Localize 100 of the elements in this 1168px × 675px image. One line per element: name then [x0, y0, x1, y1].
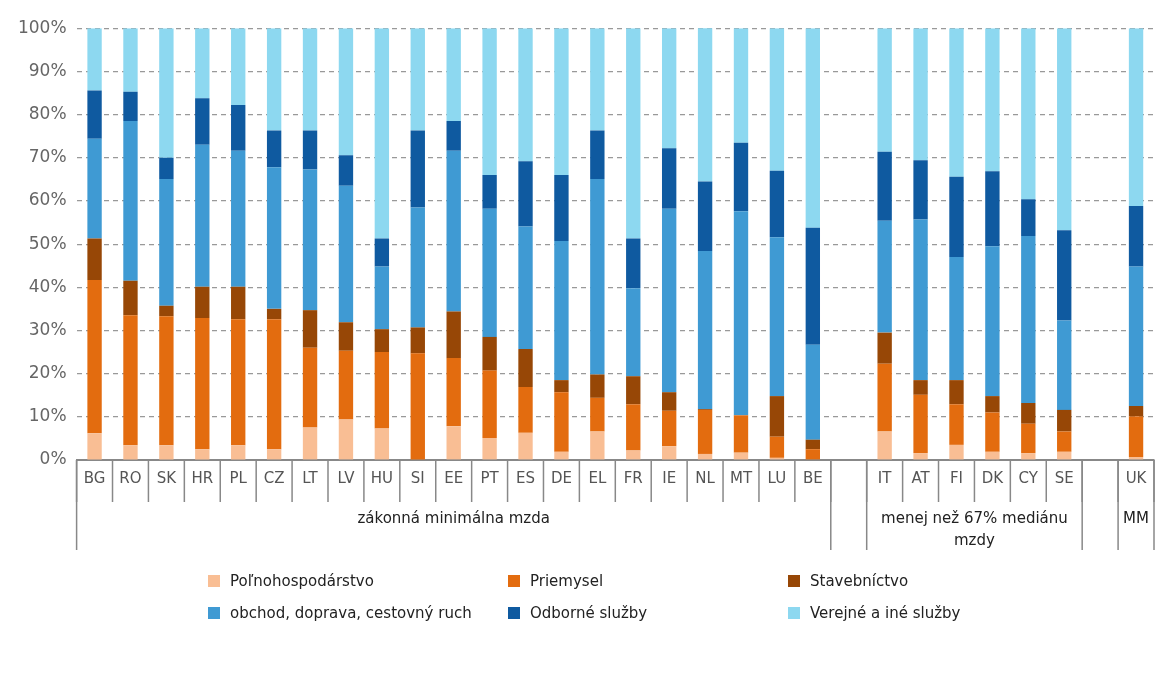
bar [518, 161, 533, 227]
bar [482, 208, 497, 337]
bar [1021, 453, 1036, 460]
bar [661, 208, 677, 393]
bar [590, 28, 605, 131]
bar [661, 446, 677, 460]
bar [1057, 409, 1072, 432]
text: MM [1123, 509, 1149, 528]
bar [769, 237, 785, 397]
bar [231, 445, 246, 460]
bar [590, 178, 605, 375]
bar [338, 28, 354, 156]
bar [733, 415, 749, 453]
bar [697, 251, 713, 410]
bar [913, 453, 928, 460]
bar [697, 453, 713, 460]
y-tick-label: 70% [28, 146, 67, 167]
bar [195, 317, 210, 450]
bar [518, 387, 533, 433]
bar [554, 451, 569, 460]
bar [338, 419, 354, 460]
legend-label: Stavebníctvo [810, 572, 909, 590]
bar [626, 404, 641, 451]
bar [661, 148, 677, 209]
bar [338, 185, 354, 323]
bar [877, 431, 892, 460]
bar [374, 28, 390, 239]
bar [374, 329, 390, 353]
bar [302, 169, 318, 311]
y-tick-label: 40% [28, 275, 67, 296]
x-tick-label: HU [370, 468, 393, 487]
bar [769, 436, 785, 458]
bar [302, 427, 318, 460]
x-tick-label: EL [588, 468, 607, 487]
bar [410, 207, 425, 328]
bar [446, 150, 461, 312]
bar [159, 157, 174, 179]
bar [769, 396, 785, 437]
bar [123, 445, 138, 460]
bar [518, 226, 533, 350]
bar [913, 394, 928, 454]
bar [877, 220, 892, 333]
bar [877, 28, 892, 152]
bar [410, 353, 425, 460]
bar [949, 444, 964, 460]
bar [374, 428, 390, 460]
x-tick-label: IT [877, 468, 893, 487]
bar [338, 322, 354, 351]
legend-label: Priemysel [530, 572, 604, 590]
bar [195, 98, 210, 145]
x-tick-label: FR [623, 468, 643, 487]
y-tick-label: 60% [28, 189, 67, 210]
bar [985, 412, 1000, 452]
bar [554, 175, 569, 242]
bar [661, 392, 677, 411]
y-tick-label: 50% [28, 232, 67, 253]
bar [87, 138, 102, 239]
bar [590, 431, 605, 460]
bar [446, 426, 461, 460]
x-tick-label: RO [119, 468, 142, 487]
bar [590, 130, 605, 179]
bar [985, 451, 1000, 460]
bar [123, 315, 138, 446]
text: menej než 67% mediánu mzdy [881, 509, 1068, 550]
bar [805, 344, 821, 440]
text: zákonná minimálna mzda [357, 509, 550, 528]
bar [697, 409, 713, 454]
bar [985, 171, 1000, 247]
x-tick-label: PL [229, 468, 248, 487]
x-tick-label: UK [1125, 468, 1148, 487]
x-tick-label: EE [444, 468, 464, 487]
y-tick-label: 0% [39, 448, 67, 469]
bar [1021, 199, 1036, 236]
bar [805, 439, 821, 450]
bar [266, 308, 282, 320]
bar [590, 397, 605, 432]
bar [410, 28, 425, 131]
bar [195, 286, 210, 318]
bar [626, 28, 641, 239]
bar [626, 288, 641, 377]
bar [482, 370, 497, 438]
bar [1057, 230, 1072, 321]
bar [554, 380, 569, 393]
x-tick-label: LV [337, 468, 356, 487]
bar [733, 211, 749, 416]
bar [805, 449, 821, 460]
y-tick-label: 100% [17, 16, 67, 37]
y-tick-label: 90% [28, 59, 67, 80]
bar [626, 238, 641, 289]
bar [913, 219, 928, 381]
bar [410, 327, 425, 354]
x-tick-label: LU [767, 468, 787, 487]
bar [159, 28, 174, 158]
y-tick-label: 80% [28, 102, 67, 123]
x-tick-label: ES [516, 468, 536, 487]
bar [159, 316, 174, 446]
bar [949, 176, 964, 258]
bar [123, 121, 138, 281]
bar [302, 28, 318, 131]
bar [231, 28, 246, 106]
